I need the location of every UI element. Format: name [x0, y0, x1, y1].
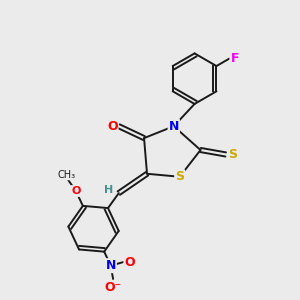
Text: O⁻: O⁻	[104, 281, 122, 294]
Text: O: O	[71, 186, 81, 196]
Text: N: N	[106, 259, 116, 272]
Text: H: H	[104, 185, 113, 195]
Text: S: S	[228, 148, 237, 161]
Text: F: F	[230, 52, 239, 65]
Text: CH₃: CH₃	[58, 170, 76, 180]
Text: O: O	[107, 120, 118, 133]
Text: S: S	[175, 170, 184, 183]
Text: N: N	[169, 120, 179, 133]
Text: O: O	[124, 256, 135, 268]
